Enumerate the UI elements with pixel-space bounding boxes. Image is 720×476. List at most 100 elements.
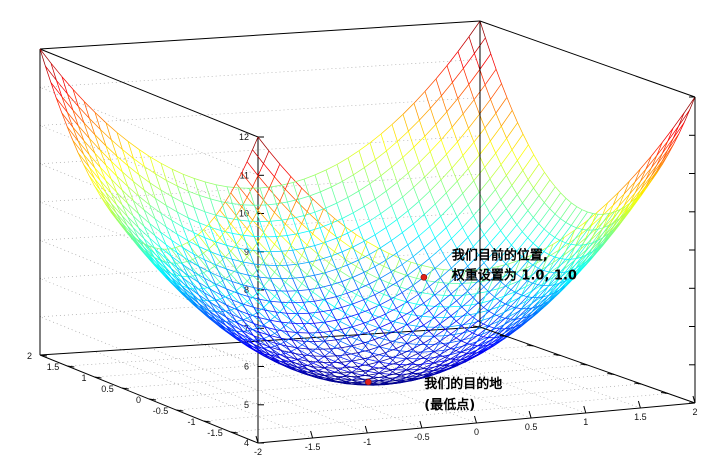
mesh-segment [105, 145, 118, 157]
mesh-segment [429, 258, 436, 269]
mesh-segment [429, 179, 442, 192]
mesh-segment [503, 291, 516, 297]
mesh-segment [312, 254, 319, 265]
mesh-segment [549, 218, 561, 234]
mesh-segment [406, 353, 418, 360]
mesh-segment [498, 302, 510, 308]
mesh-segment [286, 345, 298, 349]
mesh-segment [424, 136, 431, 152]
mesh-segment [384, 383, 390, 386]
mesh-segment [182, 226, 194, 233]
mesh-segment [494, 314, 500, 318]
mesh-segment [396, 308, 403, 318]
mesh-segment [269, 346, 282, 351]
mesh-segment [429, 190, 436, 205]
mesh-segment [459, 294, 467, 307]
x-tick [255, 435, 259, 444]
mesh-segment [495, 175, 507, 190]
mesh-segment [231, 334, 238, 340]
mesh-segment [166, 180, 173, 197]
mesh-segment [580, 258, 587, 268]
mesh-segment [149, 156, 156, 174]
mesh-segment [362, 370, 369, 376]
x-tick [528, 410, 532, 419]
mesh-segment [312, 329, 319, 336]
mesh-segment [221, 230, 233, 234]
mesh-segment [450, 333, 457, 339]
mesh-segment [468, 69, 481, 85]
mesh-segment [352, 342, 364, 347]
mesh-segment [461, 351, 467, 354]
mesh-segment [460, 332, 467, 341]
mesh-segment [438, 335, 445, 345]
mesh-segment [335, 339, 342, 348]
mesh-segment [570, 258, 577, 260]
mesh-segment [543, 294, 549, 298]
mesh-segment [391, 124, 398, 142]
mesh-segment [472, 323, 484, 334]
mesh-segment [215, 283, 222, 295]
mesh-segment [280, 363, 287, 368]
mesh-segment [531, 280, 538, 292]
mesh-segment [285, 282, 297, 292]
y-tick [94, 376, 102, 379]
mesh-segment [487, 321, 499, 327]
mesh-segment [281, 184, 288, 203]
mesh-segment [498, 324, 505, 333]
mesh-segment [127, 216, 134, 228]
mesh-segment [400, 358, 407, 365]
mesh-segment [383, 253, 390, 267]
mesh-segment [137, 246, 144, 254]
mesh-segment [252, 241, 259, 250]
mesh-segment [368, 364, 375, 370]
mesh-segment [100, 129, 112, 141]
mesh-segment [553, 287, 560, 296]
mesh-segment [72, 89, 85, 102]
mesh-segment [357, 335, 364, 344]
mesh-segment [580, 264, 587, 270]
mesh-segment [542, 296, 549, 305]
mesh-segment [435, 65, 448, 80]
mesh-segment [181, 286, 189, 295]
mesh-segment [345, 326, 352, 335]
mesh-segment [334, 306, 346, 314]
mesh-segment [522, 217, 534, 232]
mesh-segment [607, 217, 614, 229]
mesh-segment [399, 286, 412, 291]
mesh-segment [177, 185, 189, 192]
mesh-segment [319, 311, 326, 323]
destination-label: 我们的目的地 [424, 376, 502, 392]
mesh-segment [209, 251, 222, 257]
mesh-segment [209, 301, 221, 309]
mesh-segment [506, 160, 518, 176]
x-tick [474, 415, 477, 424]
mesh-segment [419, 108, 431, 121]
mesh-segment [253, 287, 265, 290]
mesh-segment [503, 302, 510, 313]
mesh-segment [241, 280, 248, 287]
mesh-segment [143, 226, 156, 237]
mesh-segment [246, 161, 259, 176]
mesh-segment [427, 280, 439, 283]
mesh-segment [165, 258, 172, 269]
mesh-segment [379, 327, 386, 336]
mesh-segment [416, 335, 423, 345]
mesh-segment [236, 269, 248, 282]
mesh-segment [492, 266, 499, 280]
mesh-segment [510, 305, 517, 309]
mesh-segment [339, 313, 346, 322]
mesh-segment [317, 299, 325, 309]
mesh-segment [286, 345, 293, 354]
mesh-segment [483, 286, 490, 293]
mesh-segment [424, 91, 431, 109]
mesh-segment [258, 324, 264, 328]
mesh-segment [401, 331, 413, 338]
mesh-segment [410, 278, 417, 291]
mesh-segment [198, 272, 204, 276]
mesh-segment [274, 296, 286, 306]
mesh-segment [308, 332, 315, 342]
mesh-segment [362, 368, 374, 372]
mesh-segment [77, 152, 90, 168]
mesh-segment [105, 203, 112, 213]
mesh-segment [352, 322, 364, 328]
